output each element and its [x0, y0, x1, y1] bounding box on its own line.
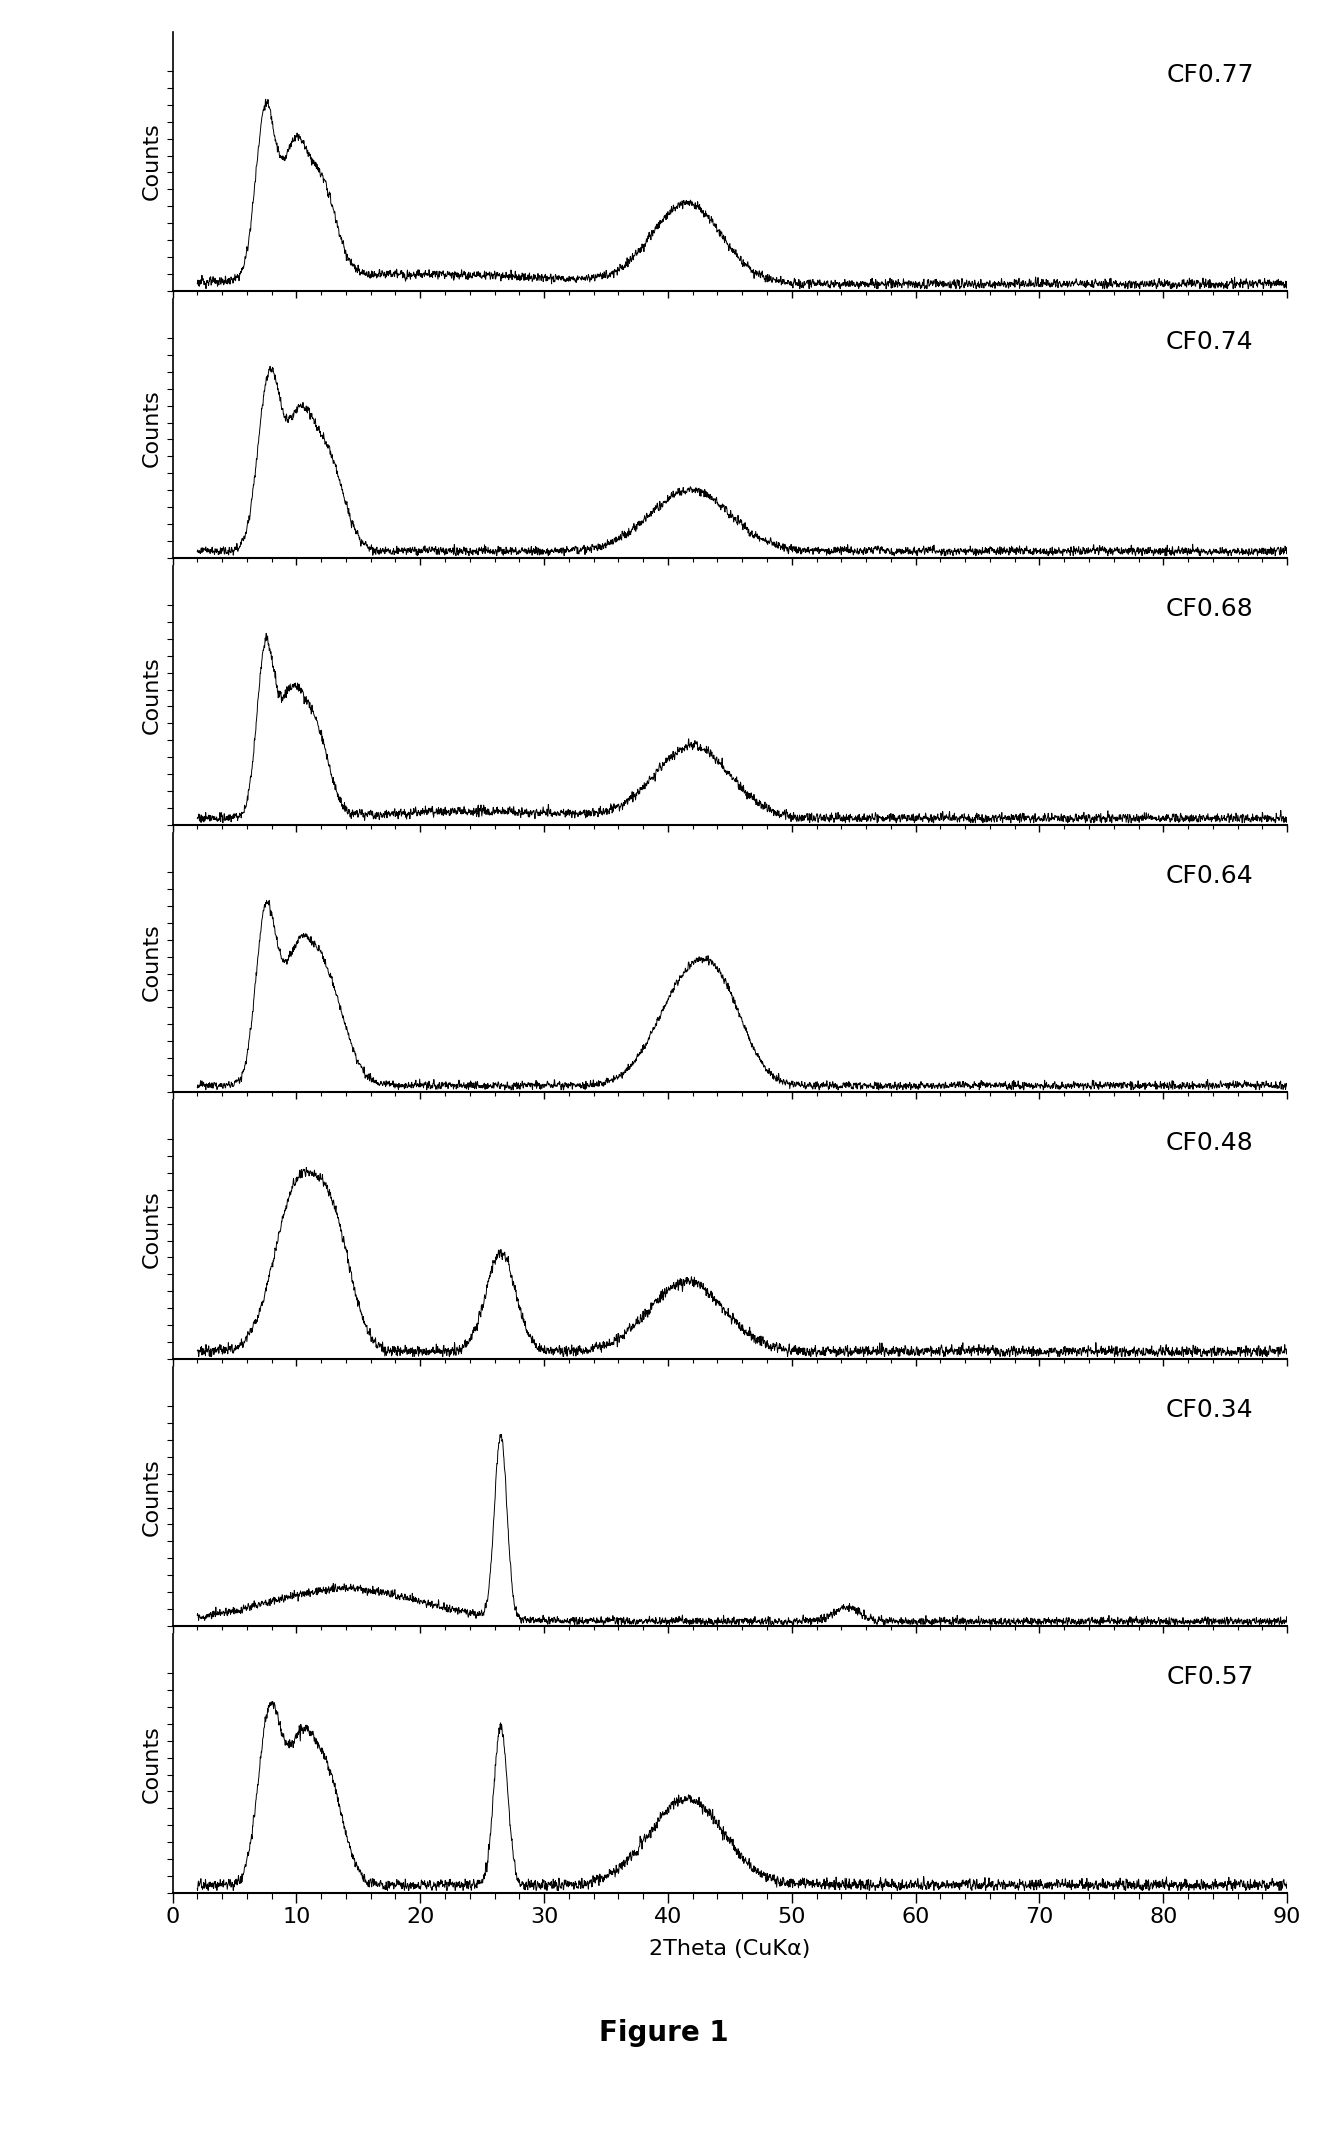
Y-axis label: Counts: Counts	[142, 1725, 162, 1803]
Text: CF0.77: CF0.77	[1166, 62, 1254, 88]
Y-axis label: Counts: Counts	[142, 1192, 162, 1269]
Text: CF0.34: CF0.34	[1166, 1398, 1254, 1422]
Y-axis label: Counts: Counts	[142, 123, 162, 200]
Y-axis label: Counts: Counts	[142, 389, 162, 467]
Y-axis label: Counts: Counts	[142, 923, 162, 1002]
Text: Figure 1: Figure 1	[598, 2018, 729, 2048]
Text: CF0.48: CF0.48	[1166, 1131, 1254, 1155]
Y-axis label: Counts: Counts	[142, 656, 162, 733]
Text: CF0.74: CF0.74	[1166, 331, 1254, 355]
Text: CF0.64: CF0.64	[1166, 865, 1254, 888]
Y-axis label: Counts: Counts	[142, 1458, 162, 1536]
Text: CF0.57: CF0.57	[1166, 1665, 1254, 1689]
X-axis label: 2Theta (CuKα): 2Theta (CuKα)	[649, 1938, 811, 1960]
Text: CF0.68: CF0.68	[1166, 598, 1254, 622]
